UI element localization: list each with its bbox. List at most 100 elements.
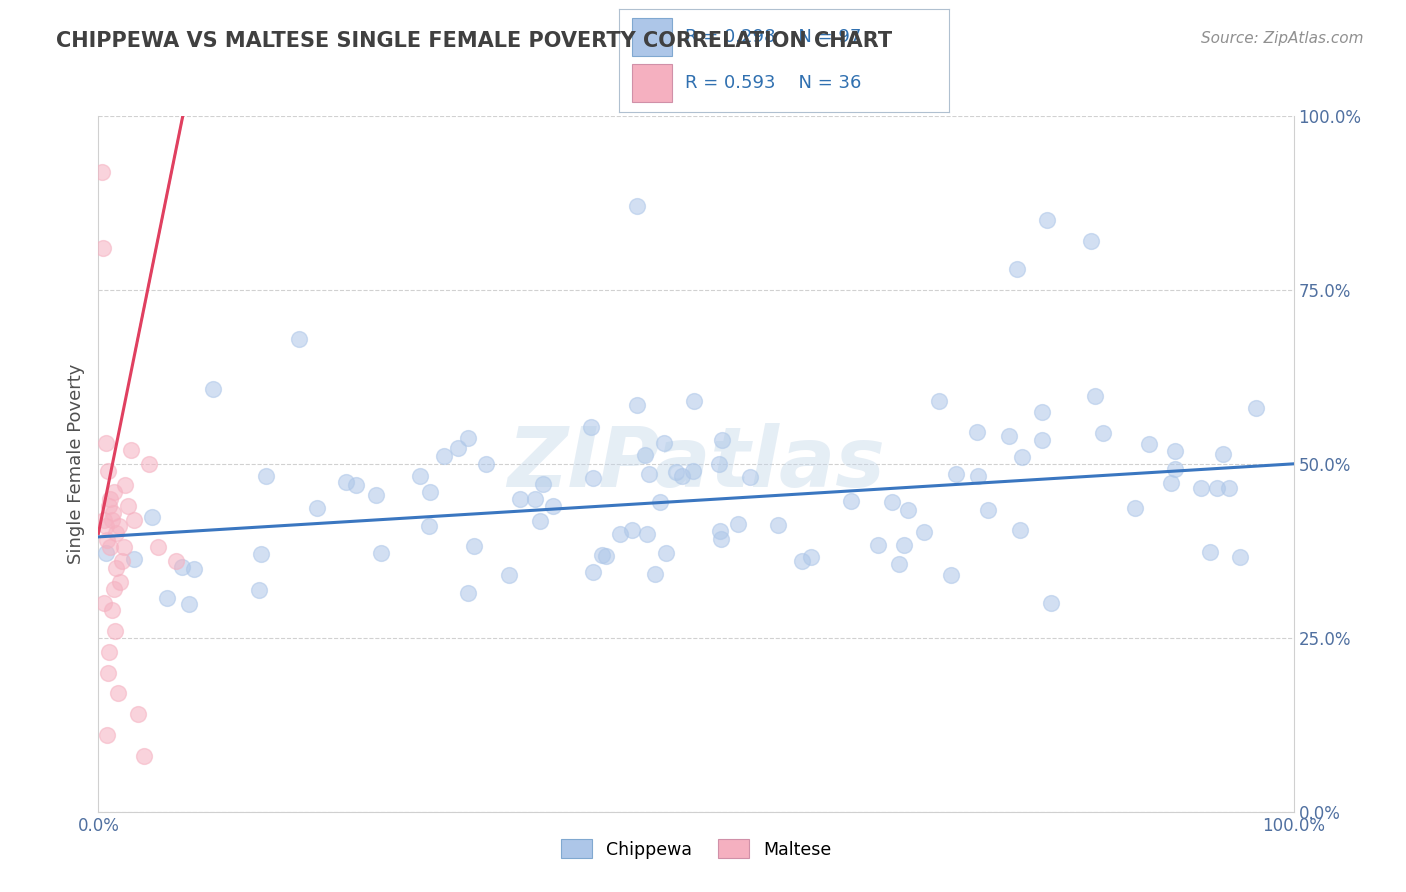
Point bbox=[103, 484, 125, 499]
Point bbox=[94, 436, 117, 450]
Point bbox=[655, 546, 678, 560]
Point bbox=[94, 519, 117, 533]
Point bbox=[912, 524, 935, 539]
Text: R = 0.298    N = 97: R = 0.298 N = 97 bbox=[685, 28, 860, 45]
Point bbox=[409, 468, 432, 483]
Point bbox=[998, 429, 1021, 443]
Point bbox=[1244, 401, 1267, 416]
Point bbox=[683, 393, 706, 408]
Point bbox=[418, 519, 440, 533]
Point bbox=[104, 624, 127, 638]
Point bbox=[626, 398, 648, 412]
Point bbox=[1005, 262, 1028, 277]
Point bbox=[1205, 481, 1227, 495]
Text: R = 0.593    N = 36: R = 0.593 N = 36 bbox=[685, 74, 860, 92]
Point bbox=[928, 393, 950, 408]
Point bbox=[966, 425, 988, 439]
Point bbox=[96, 728, 118, 742]
Point bbox=[156, 591, 179, 606]
Point bbox=[201, 382, 224, 396]
Point bbox=[529, 514, 551, 528]
Point bbox=[91, 164, 114, 178]
Legend: Chippewa, Maltese: Chippewa, Maltese bbox=[554, 832, 838, 865]
Point bbox=[344, 478, 367, 492]
Bar bbox=[631, 64, 672, 103]
Point bbox=[254, 468, 277, 483]
Point bbox=[170, 559, 193, 574]
Point bbox=[288, 332, 311, 346]
Point bbox=[96, 533, 118, 548]
Y-axis label: Single Female Poverty: Single Female Poverty bbox=[66, 364, 84, 564]
Point bbox=[531, 477, 554, 491]
Point bbox=[1039, 596, 1062, 610]
Point bbox=[1011, 450, 1033, 464]
Point bbox=[582, 470, 605, 484]
Point bbox=[127, 707, 149, 722]
Point bbox=[582, 565, 605, 579]
Point bbox=[1137, 437, 1160, 451]
Point bbox=[768, 517, 790, 532]
Point bbox=[524, 491, 547, 506]
Point bbox=[1212, 447, 1234, 461]
Point bbox=[727, 517, 749, 532]
Point bbox=[738, 470, 761, 484]
Point bbox=[709, 524, 731, 538]
Point bbox=[897, 503, 920, 517]
Point bbox=[148, 541, 170, 555]
Point bbox=[1163, 462, 1185, 476]
Point bbox=[247, 583, 270, 598]
Point bbox=[112, 541, 135, 555]
Point bbox=[1164, 444, 1187, 458]
Point bbox=[790, 554, 813, 568]
Text: CHIPPEWA VS MALTESE SINGLE FEMALE POVERTY CORRELATION CHART: CHIPPEWA VS MALTESE SINGLE FEMALE POVERT… bbox=[56, 31, 893, 51]
Point bbox=[132, 749, 155, 764]
Text: ZIPatlas: ZIPatlas bbox=[508, 424, 884, 504]
Point bbox=[609, 526, 631, 541]
Text: Source: ZipAtlas.com: Source: ZipAtlas.com bbox=[1201, 31, 1364, 46]
Point bbox=[364, 488, 387, 502]
Point bbox=[977, 503, 1000, 517]
Point bbox=[644, 566, 666, 581]
Point bbox=[634, 448, 657, 462]
Point bbox=[800, 549, 823, 564]
Point bbox=[966, 469, 988, 483]
Point bbox=[579, 420, 602, 434]
Bar bbox=[631, 18, 672, 56]
Point bbox=[335, 475, 357, 490]
Point bbox=[457, 431, 479, 445]
Point bbox=[1189, 481, 1212, 495]
Point bbox=[463, 539, 485, 553]
Point bbox=[117, 499, 139, 513]
Point bbox=[305, 501, 328, 516]
Point bbox=[100, 603, 122, 617]
Point bbox=[509, 491, 531, 506]
Point bbox=[101, 506, 124, 520]
Point bbox=[498, 567, 520, 582]
Point bbox=[1031, 405, 1053, 419]
Point bbox=[98, 645, 121, 659]
Point bbox=[671, 469, 693, 483]
Point bbox=[183, 562, 205, 576]
Point bbox=[138, 457, 160, 471]
Point bbox=[107, 686, 129, 700]
Point bbox=[457, 586, 479, 600]
Point bbox=[620, 523, 643, 537]
Point bbox=[654, 436, 676, 450]
Point bbox=[141, 510, 163, 524]
Point bbox=[105, 561, 128, 575]
Point bbox=[1218, 482, 1240, 496]
Point bbox=[98, 491, 122, 506]
Point bbox=[98, 499, 121, 513]
Point bbox=[108, 575, 131, 590]
Point bbox=[97, 464, 120, 478]
Point bbox=[541, 499, 564, 513]
Point bbox=[1160, 476, 1182, 491]
Point bbox=[122, 552, 145, 566]
Point bbox=[105, 526, 128, 541]
Point bbox=[591, 548, 613, 562]
Point bbox=[650, 495, 672, 509]
Point bbox=[941, 567, 963, 582]
Point bbox=[1080, 234, 1102, 248]
Point bbox=[636, 526, 658, 541]
Point bbox=[1092, 425, 1115, 440]
